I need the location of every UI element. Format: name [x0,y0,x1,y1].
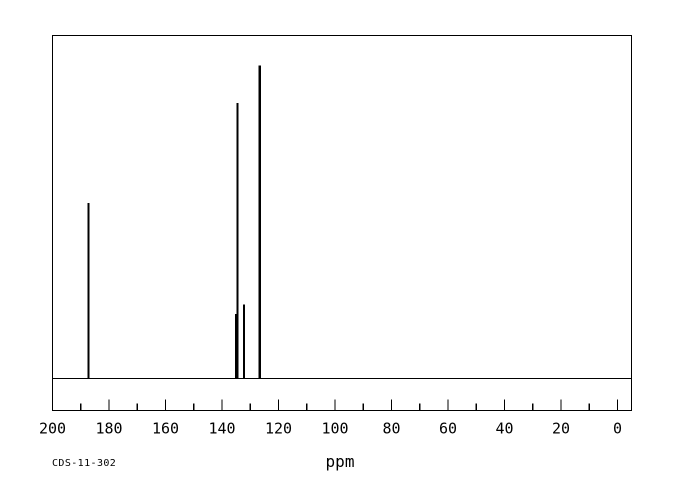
spectrum-peak [258,65,261,379]
x-axis-tick-label: 20 [552,420,570,438]
x-axis-tick-label: 160 [152,420,179,438]
x-axis-title: ppm [326,452,355,471]
peak-trace [87,65,261,379]
x-axis-tick-label: 100 [321,420,348,438]
sample-id-label: CDS-11-302 [52,458,116,469]
x-axis-tick-label: 80 [382,420,400,438]
x-axis-tick-label: 60 [439,420,457,438]
spectrum-peak [236,103,239,379]
x-axis-tick-label: 40 [495,420,513,438]
spectrum-peak [243,304,246,379]
plot-frame [51,34,633,412]
x-axis-tick-label: 0 [613,420,622,438]
spectrum-peak [87,203,90,379]
x-axis-tick-label: 200 [39,420,66,438]
x-axis-tick-label: 180 [95,420,122,438]
x-axis-tick-label: 120 [265,420,292,438]
x-axis-tick-label: 140 [208,420,235,438]
x-axis: 200 180 160 140 120 100 80 60 40 20 0 [39,399,632,438]
